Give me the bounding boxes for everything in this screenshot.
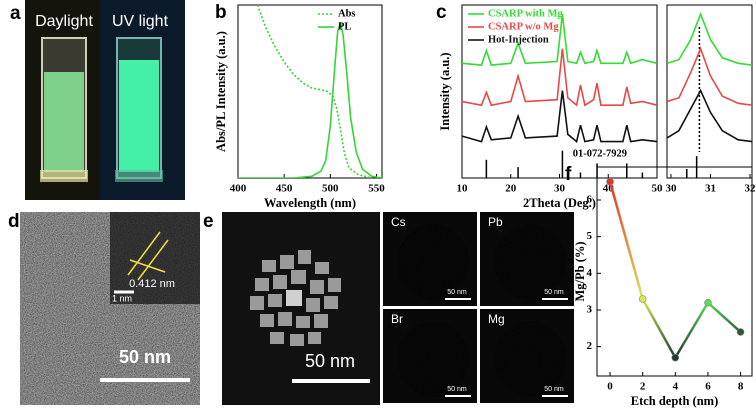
x-tick-label: 400	[230, 183, 247, 195]
eds-signal	[494, 224, 566, 300]
lattice-line	[129, 259, 166, 273]
series-line	[462, 14, 657, 66]
x-tick-label: 450	[276, 183, 293, 195]
panel-label: d	[8, 211, 20, 232]
panel-label: a	[10, 3, 21, 24]
x-tick-label: 32	[745, 183, 756, 195]
y-tick-label: 4	[587, 267, 593, 279]
panel-label: b	[215, 2, 227, 23]
data-point	[704, 298, 712, 307]
line-segment	[707, 301, 742, 333]
panel-label: e	[203, 211, 214, 232]
eds-maps: Cs 50 nm Pb 50 nm Br 50 nm Mg 50 nm	[383, 212, 574, 403]
solution-glow	[119, 60, 159, 172]
legend-label: Hot-Injection	[488, 34, 549, 45]
x-tick-label: 550	[368, 183, 385, 195]
panel-label: c	[436, 2, 447, 23]
line-segment	[641, 298, 677, 359]
x-tick-label: 50	[652, 183, 664, 195]
panel-d: 0.412 nm 1 nm 50 nm d	[8, 211, 200, 405]
scale-label: 50 nm	[119, 347, 171, 367]
y-axis-label: Mg/Pb (%)	[573, 241, 587, 301]
reference-label: 01-072-7929	[573, 148, 627, 159]
series-line	[667, 88, 752, 143]
plot-frame	[596, 166, 753, 377]
lattice-line	[127, 231, 161, 276]
cuvette-base	[115, 170, 163, 182]
y-tick-label: 3	[587, 304, 593, 316]
photo-label: UV light	[112, 13, 169, 30]
lattice-line	[137, 239, 169, 281]
cuvette-base	[40, 170, 88, 182]
y-axis-label: Abs/PL Intensity (a.u.)	[214, 31, 228, 152]
x-tick-label: 8	[738, 381, 744, 393]
solution	[44, 72, 84, 172]
data-point	[736, 328, 745, 336]
series-line	[462, 90, 657, 144]
x-tick-label: 40	[603, 183, 615, 195]
x-axis-label: Etch depth (nm)	[631, 394, 719, 408]
panel-a: a Daylight UV light	[10, 0, 185, 200]
spacing-label: 0.412 nm	[129, 278, 175, 290]
nanocubes	[250, 250, 341, 346]
x-axis-label: 2Theta (Deg.)	[523, 196, 596, 210]
legend-label: PL	[338, 21, 351, 32]
legend-label: CSARP w/o Mg	[488, 21, 559, 32]
scale-label: 50 nm	[447, 289, 467, 296]
panel-e: 50 nm Cs 50 nm Pb 50 nm Br 50 nm Mg 50 nm e	[203, 211, 574, 405]
series-line	[667, 46, 752, 106]
scale-label: 50 nm	[544, 386, 564, 393]
eds-signal	[397, 321, 469, 397]
x-tick-label: 30	[554, 183, 566, 195]
element-label: Br	[391, 312, 403, 326]
scale-label: 1 nm	[112, 293, 132, 303]
series-line	[667, 11, 752, 66]
eds-signal	[494, 321, 566, 397]
scale-label: 50 nm	[305, 351, 355, 371]
series-line	[462, 48, 657, 107]
plot-frame	[237, 4, 383, 179]
haadf-image	[222, 212, 380, 405]
data-point	[638, 295, 647, 303]
legend-label: Abs	[338, 8, 356, 19]
element-label: Mg	[488, 312, 505, 326]
line-segment	[674, 302, 710, 359]
panel-label: f	[565, 164, 572, 185]
x-axis-label: Wavelength (nm)	[264, 196, 356, 210]
y-tick-label: 5	[587, 230, 593, 242]
line-segment	[608, 181, 644, 300]
legend-label: CSARP with Mg	[488, 8, 563, 19]
y-tick-label: 6	[587, 194, 593, 206]
x-tick-label: 2	[640, 381, 646, 393]
x-tick-label: 30	[665, 183, 677, 195]
x-tick-label: 20	[505, 183, 517, 195]
photo-label: Daylight	[35, 13, 93, 30]
plot-frame	[666, 4, 753, 179]
series-line	[238, 22, 382, 178]
eds-signal	[397, 224, 469, 300]
data-point	[671, 353, 680, 362]
x-tick-label: 10	[457, 183, 469, 195]
x-tick-label: 4	[673, 381, 679, 393]
data-point	[606, 177, 614, 186]
x-tick-label: 500	[322, 183, 339, 195]
x-tick-label: 0	[607, 381, 613, 393]
scale-label: 50 nm	[447, 386, 467, 393]
scale-label: 50 nm	[544, 289, 564, 296]
series-line	[256, 5, 372, 178]
element-label: Pb	[488, 215, 503, 229]
x-tick-label: 31	[705, 183, 716, 195]
x-tick-label: 6	[705, 381, 711, 393]
element-label: Cs	[391, 215, 406, 229]
y-tick-label: 2	[587, 340, 593, 352]
y-axis-label: Intensity (a.u.)	[438, 52, 452, 130]
